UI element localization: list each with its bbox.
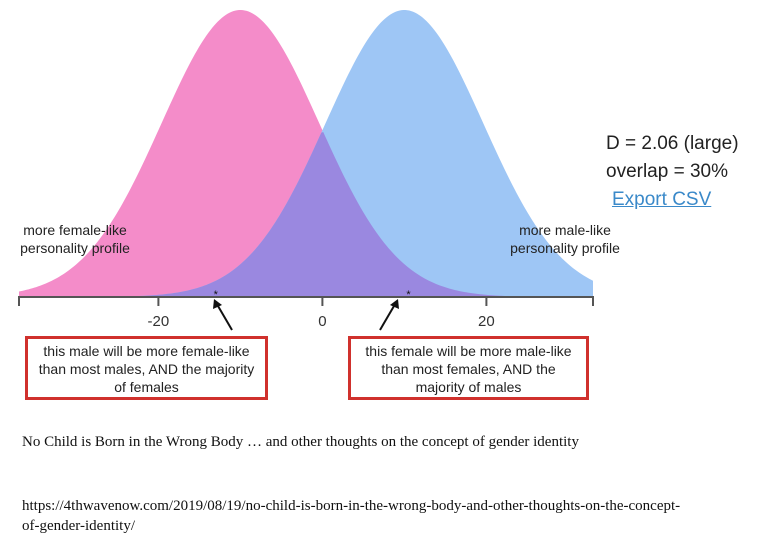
caption-title: No Child is Born in the Wrong Body … and… xyxy=(22,434,579,450)
individual-marker: * xyxy=(214,289,219,301)
x-tick-label: 20 xyxy=(478,313,495,330)
side-label-line: personality profile xyxy=(20,240,130,256)
right-arrow xyxy=(379,305,395,331)
overlap-region xyxy=(19,131,593,297)
x-axis: -20 0 20 * * xyxy=(18,289,594,330)
caption-url: https://4thwavenow.com/2019/08/19/no-chi… xyxy=(22,498,681,534)
left-arrow-head xyxy=(213,299,222,309)
side-label-line: personality profile xyxy=(510,240,620,256)
effect-size-label: D = 2.06 (large) xyxy=(606,133,739,154)
export-csv-link[interactable]: Export CSV xyxy=(612,189,712,210)
distribution-chart: -20 0 20 * * more female-like personality pro… xyxy=(18,10,620,331)
male-distribution-curve xyxy=(19,10,593,298)
left-side-label: more female-like personality profile xyxy=(20,222,130,256)
right-annotation-box: this female will be more male-like than … xyxy=(348,336,589,400)
right-side-label: more male-like personality profile xyxy=(510,222,620,256)
annotation-arrows xyxy=(213,299,399,331)
x-tick-label: 0 xyxy=(318,313,326,330)
distribution-curves xyxy=(19,10,593,298)
side-label-line: more male-like xyxy=(519,222,611,238)
left-annotation-box: this male will be more female-like than … xyxy=(25,336,268,400)
left-arrow xyxy=(217,305,233,331)
side-label-line: more female-like xyxy=(23,222,127,238)
right-arrow-head xyxy=(390,299,399,309)
individual-marker: * xyxy=(406,289,411,301)
x-tick-label: -20 xyxy=(148,313,170,330)
overlap-label: overlap = 30% xyxy=(606,161,728,182)
female-distribution-curve xyxy=(19,10,593,297)
